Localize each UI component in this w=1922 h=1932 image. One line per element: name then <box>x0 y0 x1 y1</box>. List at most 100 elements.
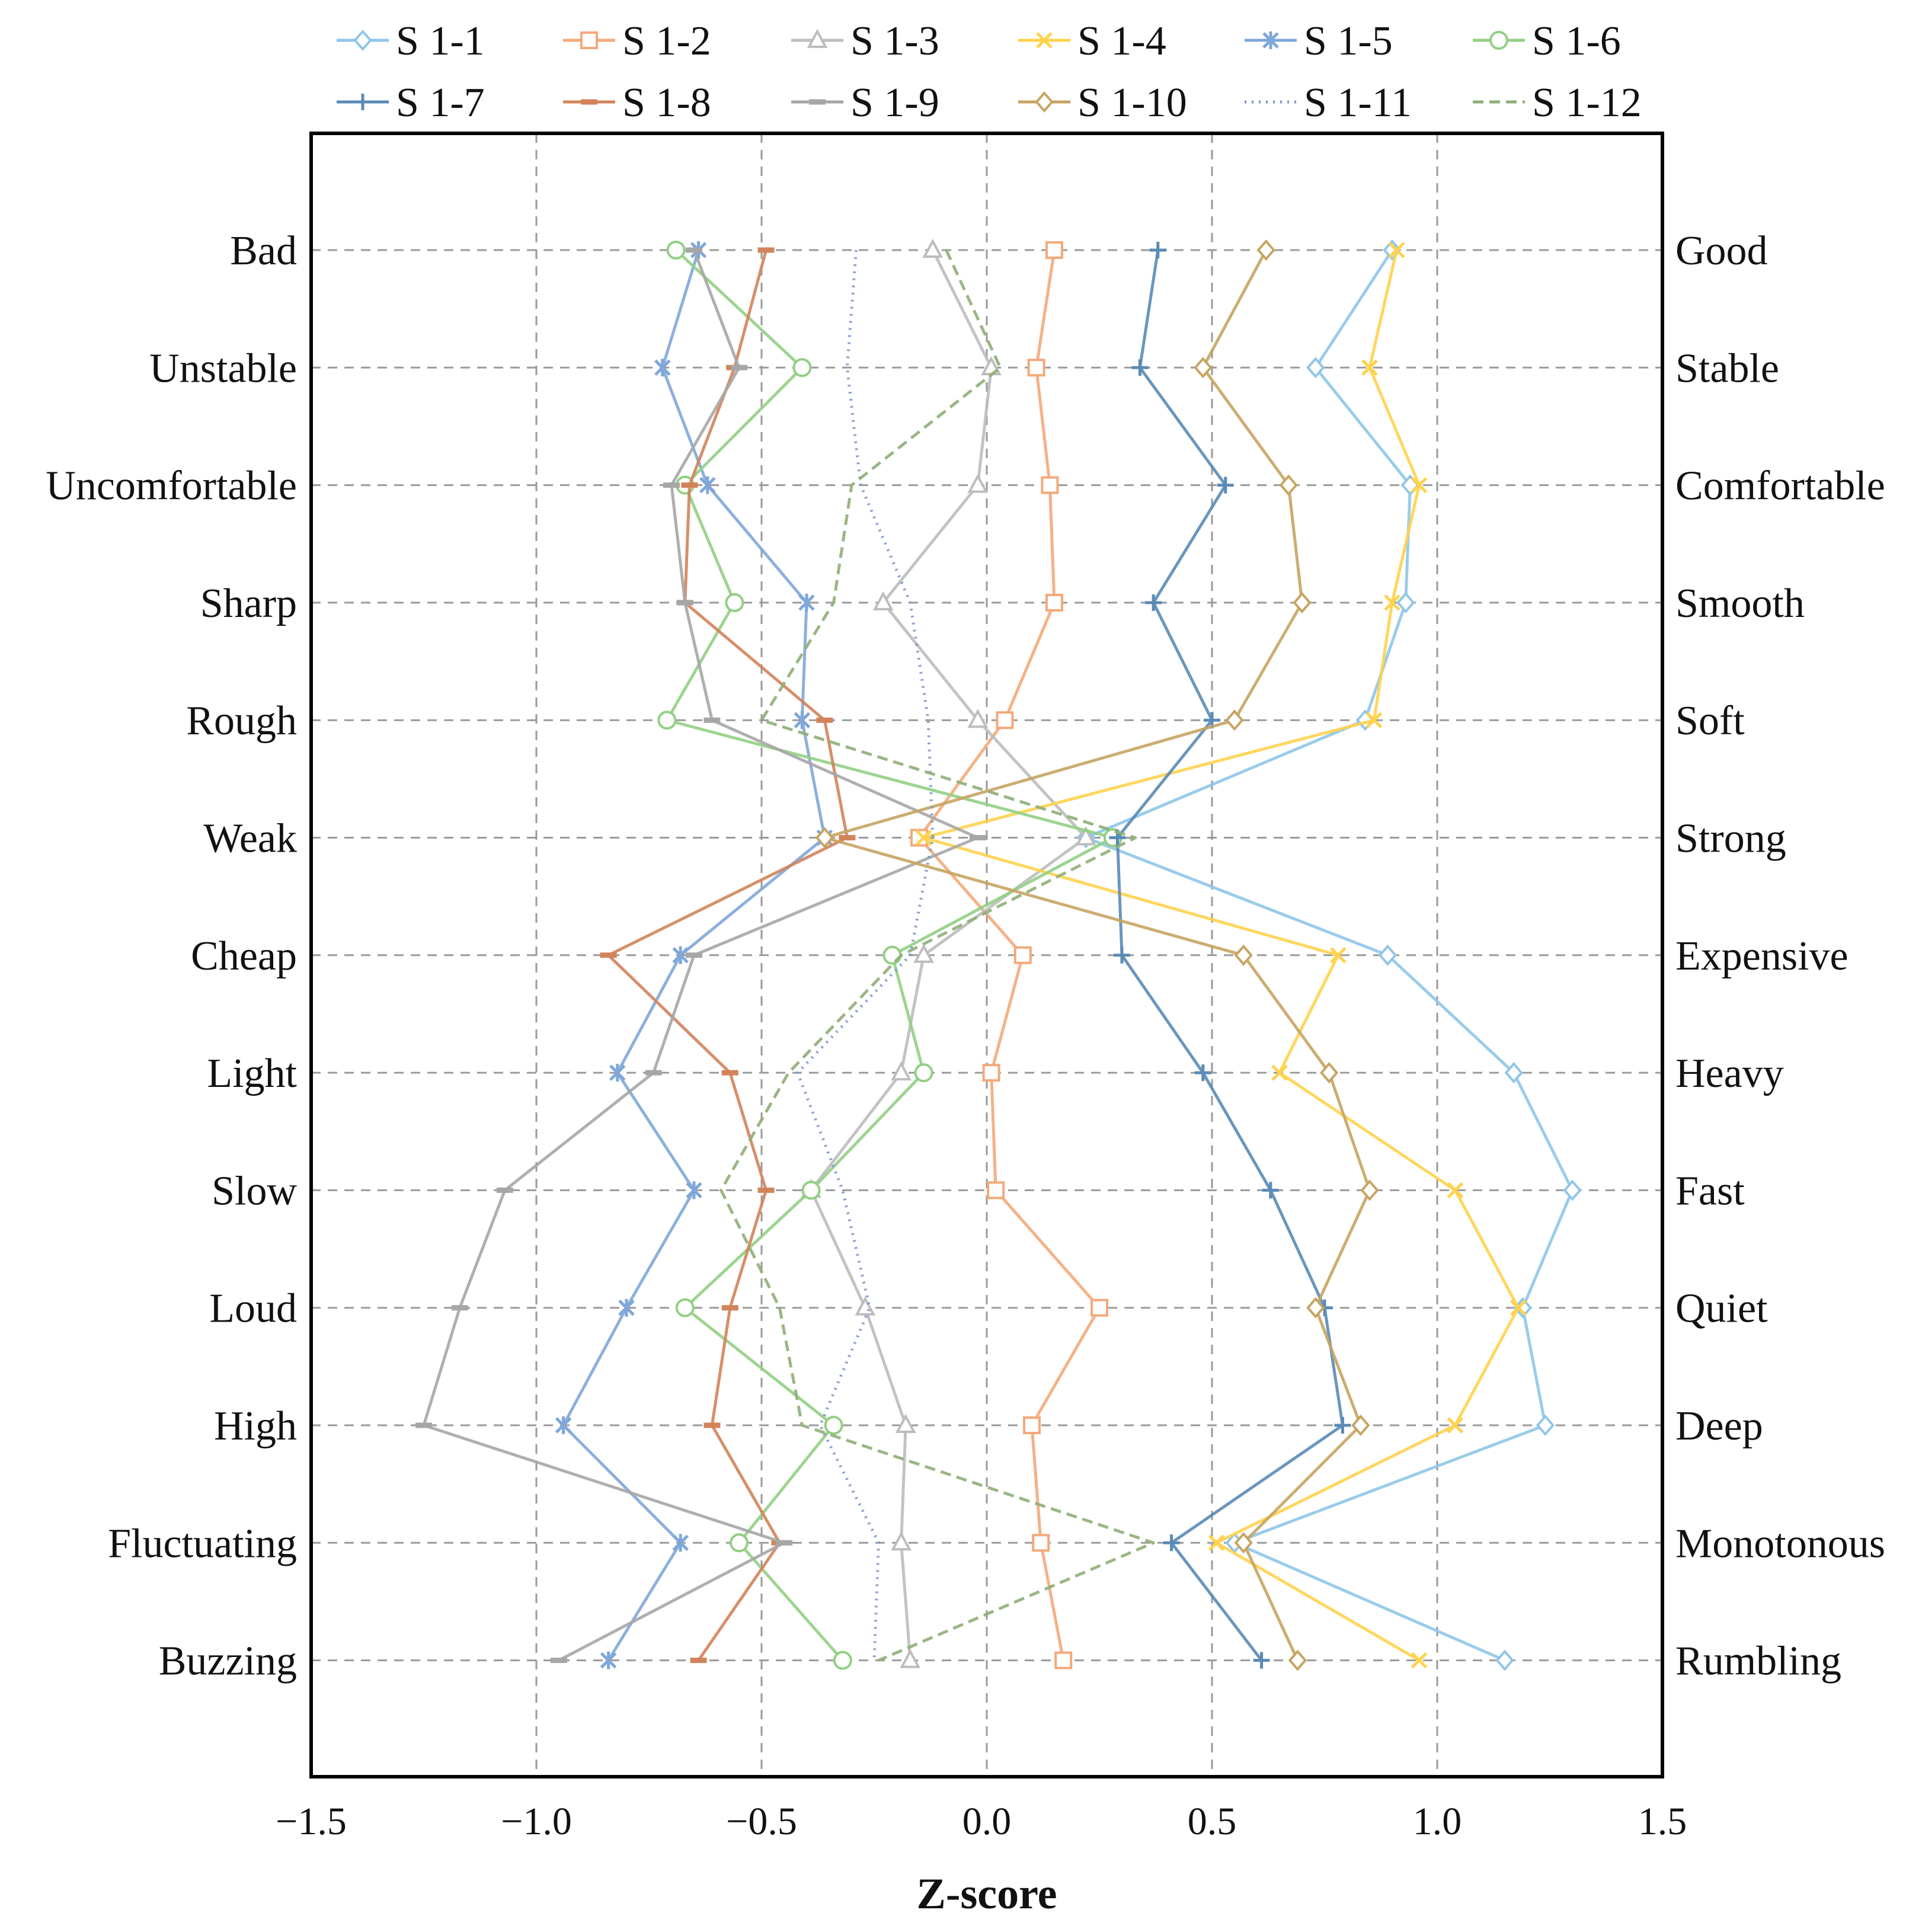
data-point <box>1536 1414 1555 1437</box>
data-point <box>855 1296 876 1316</box>
legend-item: S 1-6 <box>1473 18 1621 64</box>
data-point <box>798 593 815 612</box>
data-point <box>801 1181 821 1200</box>
data-point <box>672 946 689 964</box>
legend-marker <box>807 28 828 48</box>
data-point <box>915 829 932 846</box>
data-point <box>1045 593 1063 612</box>
legend-item: S 1-5 <box>1245 18 1393 64</box>
data-point <box>1411 476 1428 494</box>
left-adjective-label: Weak <box>203 816 297 862</box>
data-point <box>824 1416 843 1435</box>
x-tick-label: 1.5 <box>1638 1800 1687 1843</box>
data-point <box>666 241 686 260</box>
legend-label: S 1-5 <box>1304 18 1393 64</box>
data-point <box>895 1413 916 1433</box>
data-point <box>1262 1182 1279 1199</box>
left-adjective-label: Light <box>207 1051 297 1096</box>
left-adjective-label: Bad <box>230 228 297 274</box>
data-point <box>922 238 944 258</box>
data-point <box>1208 1534 1225 1552</box>
data-point <box>555 1416 572 1434</box>
data-point <box>914 1063 933 1083</box>
data-point <box>1319 1062 1339 1084</box>
legend-marker <box>353 29 372 52</box>
series-line <box>719 249 1155 1662</box>
x-tick-label: −0.5 <box>726 1800 797 1843</box>
legend-item: S 1-3 <box>791 18 939 64</box>
left-adjective-label: High <box>214 1403 297 1449</box>
data-point <box>1447 1182 1464 1199</box>
legend-item: S 1-10 <box>1018 80 1187 126</box>
data-point <box>609 1064 626 1082</box>
data-point <box>1149 242 1166 258</box>
data-point <box>1288 1649 1307 1671</box>
series-line <box>796 250 935 1661</box>
series-s1-2 <box>910 241 1108 1669</box>
right-adjective-label: Soft <box>1675 698 1745 744</box>
data-point <box>1075 826 1096 846</box>
grid <box>311 133 1662 1777</box>
data-point <box>1090 1298 1108 1317</box>
data-point <box>672 1534 689 1552</box>
data-point <box>1293 591 1312 613</box>
data-point <box>1365 712 1383 728</box>
legend-item: S 1-8 <box>563 80 711 126</box>
data-point <box>833 1650 852 1670</box>
legend-label: S 1-11 <box>1304 80 1412 126</box>
series-s1-3 <box>801 238 1096 1668</box>
right-adjective-label: Rumbling <box>1675 1639 1841 1684</box>
data-point <box>1495 1649 1514 1671</box>
legend-marker <box>1035 91 1054 113</box>
data-point <box>815 827 834 849</box>
data-point <box>1217 476 1234 494</box>
legend-label: S 1-4 <box>1077 18 1166 64</box>
left-adjective-label: Rough <box>186 698 297 744</box>
right-adjective-label: Heavy <box>1675 1051 1784 1096</box>
data-point <box>1411 1652 1428 1669</box>
left-adjective-label: Fluctuating <box>108 1521 297 1566</box>
left-axis-labels: Bad Unstable Uncomfortable Sharp Rough Weak Ch… <box>46 228 297 1684</box>
data-point <box>1054 1651 1073 1669</box>
legend-marker <box>354 94 371 110</box>
data-point <box>618 1298 635 1317</box>
legend-item: S 1-7 <box>337 80 485 126</box>
data-point <box>913 943 934 963</box>
x-tick-label: 0.5 <box>1188 1800 1237 1843</box>
legend-label: S 1-1 <box>396 18 485 64</box>
series-s1-9 <box>415 247 986 1664</box>
data-point <box>1131 359 1149 376</box>
right-axis-labels: Good Stable Comfortable Smooth Soft Strong Exp… <box>1675 228 1885 1684</box>
data-point <box>1330 947 1347 964</box>
x-tick-label: 0.0 <box>962 1800 1012 1843</box>
data-point <box>654 359 671 377</box>
legend-label: S 1-9 <box>850 80 939 126</box>
right-adjective-label: Fast <box>1675 1168 1745 1214</box>
data-point <box>1306 357 1325 379</box>
data-point <box>792 358 812 378</box>
left-adjective-label: Cheap <box>191 933 297 979</box>
data-point <box>1447 1417 1464 1434</box>
data-point <box>1384 594 1400 611</box>
data-point <box>1563 1179 1582 1201</box>
plot-frame <box>309 132 1664 1779</box>
right-adjective-label: Good <box>1675 228 1768 274</box>
left-adjective-label: Uncomfortable <box>46 463 297 509</box>
data-point <box>1234 1532 1253 1554</box>
data-point <box>1027 359 1045 377</box>
legend-item: S 1-12 <box>1473 80 1642 126</box>
legend-label: S 1-12 <box>1532 80 1642 126</box>
data-point <box>891 1531 912 1551</box>
data-point <box>1194 357 1213 379</box>
data-point <box>987 1181 1005 1199</box>
series-layer <box>415 238 1582 1671</box>
data-point <box>1032 1534 1050 1552</box>
right-adjective-label: Expensive <box>1675 933 1849 979</box>
legend-item: S 1-11 <box>1245 80 1412 126</box>
legend-label: S 1-10 <box>1077 80 1187 126</box>
data-point <box>1256 239 1275 261</box>
legend-label: S 1-7 <box>396 80 485 126</box>
data-point <box>699 476 716 494</box>
data-point <box>1163 1534 1180 1552</box>
